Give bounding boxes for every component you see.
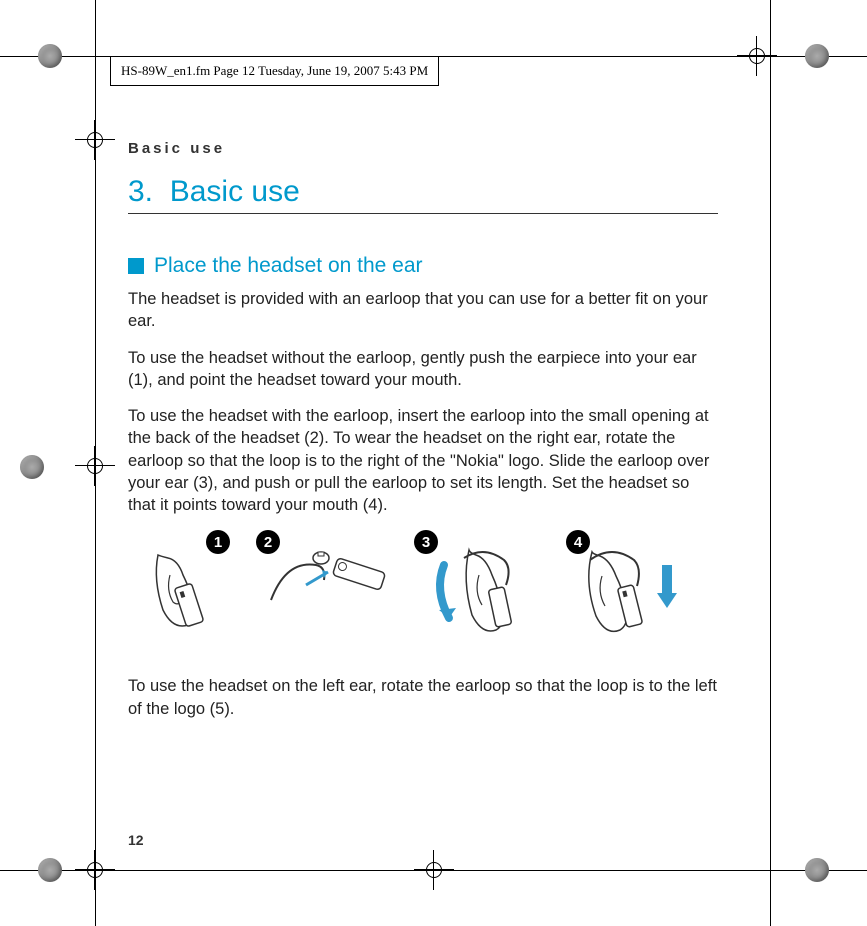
reg-dot-mid-left: [20, 455, 44, 479]
reg-cross-left-top: [75, 120, 115, 160]
section-title: Place the headset on the ear: [128, 254, 718, 278]
reg-cross-bottom-mid: [414, 850, 454, 890]
crop-line-right: [770, 0, 771, 926]
illustration-2: 2: [256, 530, 396, 630]
paragraph-2: To use the headset without the earloop, …: [128, 347, 718, 392]
paragraph-1: The headset is provided with an earloop …: [128, 288, 718, 333]
running-header: Basic use: [128, 140, 718, 157]
paragraph-4: To use the headset on the left ear, rota…: [128, 675, 718, 720]
reg-dot-bottom-left: [38, 858, 62, 882]
section-bullet-icon: [128, 258, 144, 274]
illustration-1: 1: [138, 530, 238, 640]
file-info-header: HS-89W_en1.fm Page 12 Tuesday, June 19, …: [110, 56, 439, 86]
reg-cross-bottom-left: [75, 850, 115, 890]
chapter-rule: [128, 213, 718, 214]
chapter-title: 3. Basic use: [128, 175, 718, 209]
page-content: Basic use 3. Basic use Place the headset…: [128, 140, 718, 734]
reg-dot-bottom-right: [805, 858, 829, 882]
page-number: 12: [128, 832, 144, 848]
chapter-number: 3.: [128, 175, 153, 208]
reg-cross-mid-left: [75, 446, 115, 486]
file-info-text: HS-89W_en1.fm Page 12 Tuesday, June 19, …: [121, 63, 428, 78]
illustration-row: 1 2 3: [138, 530, 718, 645]
chapter-name: Basic use: [170, 175, 300, 208]
reg-cross-top: [737, 36, 777, 76]
reg-dot-top-left: [38, 44, 62, 68]
section-title-text: Place the headset on the ear: [154, 254, 423, 278]
illustration-3: 3: [414, 530, 544, 645]
illustration-4: 4: [562, 530, 692, 645]
reg-dot-top-right: [805, 44, 829, 68]
paragraph-3: To use the headset with the earloop, ins…: [128, 405, 718, 516]
